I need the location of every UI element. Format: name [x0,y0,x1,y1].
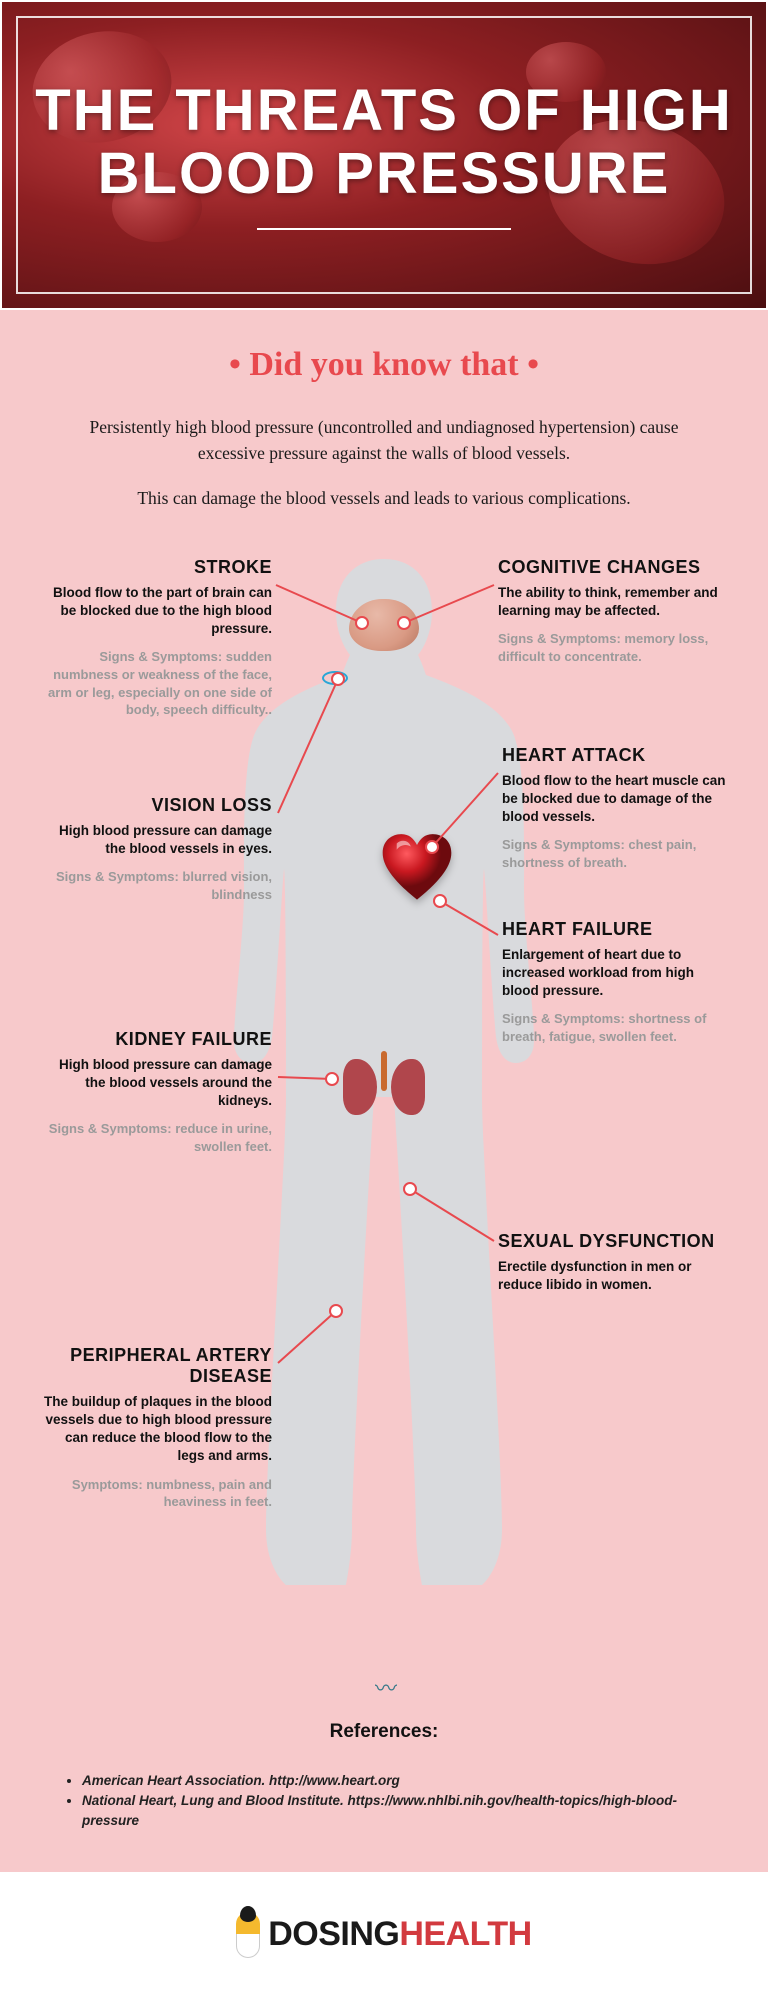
threat-title: KIDNEY FAILURE [42,1029,272,1050]
threat-title: STROKE [42,557,272,578]
kidneys-icon [339,1051,429,1121]
threat-symptoms: Signs & Symptoms: blurred vision, blindn… [42,868,272,903]
threat-title: COGNITIVE CHANGES [498,557,728,578]
subtitle: • Did you know that • [0,310,768,408]
reference-item: American Heart Association. http://www.h… [82,1771,708,1791]
threat-vision-loss: VISION LOSS High blood pressure can dama… [42,795,272,904]
threat-heart-attack: HEART ATTACK Blood flow to the heart mus… [502,745,732,872]
threat-desc: Erectile dysfunction in men or reduce li… [498,1258,728,1294]
main-title: THE THREATS OF HIGH BLOOD PRESSURE [32,80,736,205]
threat-kidney-failure: KIDNEY FAILURE High blood pressure can d… [42,1029,272,1156]
dosing-health-logo: DOSINGHEALTH [236,1912,531,1958]
threat-symptoms: Signs & Symptoms: chest pain, shortness … [502,836,732,871]
eye-icon [322,671,348,685]
infographic-poster: THE THREATS OF HIGH BLOOD PRESSURE • Did… [0,0,768,2007]
threat-title: SEXUAL DYSFUNCTION [498,1231,728,1252]
wave-divider-icon: 〰 [0,1651,768,1711]
threat-desc: Enlargement of heart due to increased wo… [502,946,732,1001]
reference-item: National Heart, Lung and Blood Institute… [82,1791,708,1832]
threat-cognitive-changes: COGNITIVE CHANGES The ability to think, … [498,557,728,666]
heart-icon [378,831,456,909]
intro-paragraph-1: Persistently high blood pressure (uncont… [70,414,698,467]
threat-title: HEART FAILURE [502,919,732,940]
brain-icon [349,599,419,651]
threat-heart-failure: HEART FAILURE Enlargement of heart due t… [502,919,732,1046]
threat-symptoms: Signs & Symptoms: reduce in urine, swoll… [42,1120,272,1155]
threat-symptoms: Symptoms: numbness, pain and heaviness i… [42,1476,272,1511]
threat-title: PERIPHERAL ARTERY DISEASE [42,1345,272,1387]
header-banner: THE THREATS OF HIGH BLOOD PRESSURE [0,0,768,310]
threat-desc: Blood flow to the heart muscle can be bl… [502,772,732,827]
threat-sexual-dysfunction: SEXUAL DYSFUNCTION Erectile dysfunction … [498,1231,728,1304]
intro-text: Persistently high blood pressure (uncont… [0,408,768,551]
threat-desc: Blood flow to the part of brain can be b… [42,584,272,639]
references-heading: References: [60,1721,708,1743]
body-diagram-section: STROKE Blood flow to the part of brain c… [0,551,768,1651]
threat-symptoms: Signs & Symptoms: sudden numbness or wea… [42,648,272,718]
threat-stroke: STROKE Blood flow to the part of brain c… [42,557,272,719]
threat-symptoms: Signs & Symptoms: memory loss, difficult… [498,630,728,665]
threat-symptoms: Signs & Symptoms: shortness of breath, f… [502,1010,732,1045]
title-underline [257,228,510,230]
intro-paragraph-2: This can damage the blood vessels and le… [70,485,698,511]
threat-desc: The ability to think, remember and learn… [498,584,728,620]
logo-footer: DOSINGHEALTH [0,1872,768,2007]
logo-word-1: DOSING [268,1915,399,1953]
threat-title: VISION LOSS [42,795,272,816]
threat-desc: High blood pressure can damage the blood… [42,1056,272,1111]
threat-title: HEART ATTACK [502,745,732,766]
pill-icon [236,1912,260,1958]
threat-desc: High blood pressure can damage the blood… [42,822,272,858]
references-section: References: American Heart Association. … [0,1711,768,1872]
threat-peripheral-artery-disease: PERIPHERAL ARTERY DISEASE The buildup of… [42,1345,272,1511]
logo-word-2: HEALTH [399,1915,531,1953]
threat-desc: The buildup of plaques in the blood vess… [42,1393,272,1466]
references-list: American Heart Association. http://www.h… [60,1771,708,1832]
